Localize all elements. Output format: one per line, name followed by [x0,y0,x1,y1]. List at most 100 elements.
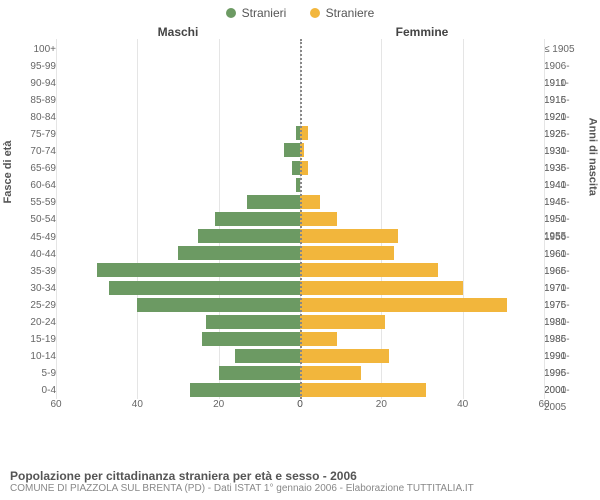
bar-female [300,246,394,260]
bar-row [300,73,544,90]
birth-label: 1961-1965 [544,246,590,263]
birth-label: 1986-1990 [544,331,590,348]
age-label: 90-94 [10,75,56,92]
birth-label: 1971-1975 [544,280,590,297]
bar-row [300,228,544,245]
legend-label-f: Straniere [326,6,375,20]
age-label: 45-49 [10,229,56,246]
x-tick: 0 [297,399,303,410]
footer-title: Popolazione per cittadinanza straniera p… [10,469,590,483]
bar-row [300,313,544,330]
bar-row [56,330,300,347]
x-tick: 60 [538,399,549,410]
bar-row [56,348,300,365]
x-axis-left: 6040200 [56,399,300,419]
bar-row [56,142,300,159]
bar-female [300,366,361,380]
bar-row [56,39,300,56]
bar-male [97,263,300,277]
birth-label: 1981-1985 [544,314,590,331]
bar-male [206,315,300,329]
age-label: 50-54 [10,211,56,228]
birth-label: 1951-1955 [544,211,590,228]
bar-row [300,90,544,107]
birth-label: 1926-1930 [544,126,590,143]
age-label: 5-9 [10,365,56,382]
age-label: 25-29 [10,297,56,314]
birth-label: 1931-1935 [544,143,590,160]
y-labels-age: 100+95-9990-9485-8980-8475-7970-7465-696… [10,39,56,419]
plot-left: 6040200 [56,39,300,419]
birth-label: 1956-1960 [544,229,590,246]
bar-row [300,125,544,142]
birth-label: 1966-1970 [544,263,590,280]
bar-row [56,125,300,142]
age-label: 40-44 [10,246,56,263]
birth-label: 1906-1910 [544,58,590,75]
birth-label: 1911-1915 [544,75,590,92]
bar-row [300,39,544,56]
bar-male [215,212,300,226]
birth-label: 1916-1920 [544,92,590,109]
plot-right: 0204060 [300,39,544,419]
x-tick: 40 [132,399,143,410]
bar-male [202,332,300,346]
bar-row [56,296,300,313]
footer-subtitle: COMUNE DI PIAZZOLA SUL BRENTA (PD) - Dat… [10,483,590,494]
bar-male [219,366,300,380]
bar-male [137,298,300,312]
bar-row [300,245,544,262]
legend-item-m: Stranieri [226,6,287,20]
bar-male [235,349,300,363]
bar-male [292,161,300,175]
x-tick: 20 [213,399,224,410]
y-axis-title-left: Fasce di età [2,141,14,204]
bar-female [300,332,337,346]
bar-row [300,382,544,399]
x-tick: 40 [457,399,468,410]
bar-female [300,281,463,295]
bar-male [284,143,300,157]
birth-label: 1976-1980 [544,297,590,314]
bar-row [300,159,544,176]
birth-label: 1936-1940 [544,160,590,177]
legend: Stranieri Straniere [10,6,590,21]
y-axis-title-right: Anni di nascita [586,118,598,196]
bar-female [300,315,385,329]
y-labels-birth: ≤ 19051906-19101911-19151916-19201921-19… [544,39,590,419]
bar-female [300,195,320,209]
legend-swatch-m [226,8,236,18]
bar-row [56,228,300,245]
bar-male [190,383,300,397]
column-title-right: Femmine [300,25,544,39]
bar-row [300,210,544,227]
age-label: 35-39 [10,263,56,280]
bar-female [300,212,337,226]
bar-row [56,56,300,73]
age-label: 95-99 [10,58,56,75]
age-label: 60-64 [10,177,56,194]
age-label: 70-74 [10,143,56,160]
age-label: 30-34 [10,280,56,297]
age-label: 100+ [10,41,56,58]
x-axis-right: 0204060 [300,399,544,419]
age-label: 0-4 [10,382,56,399]
bar-row [300,262,544,279]
bar-row [56,90,300,107]
bar-male [109,281,300,295]
bar-row [56,159,300,176]
bar-row [56,382,300,399]
center-divider [300,39,302,399]
chart-footer: Popolazione per cittadinanza straniera p… [10,469,590,494]
bar-female [300,229,398,243]
bar-row [56,245,300,262]
chart-area: Fasce di età Anni di nascita 100+95-9990… [10,39,590,419]
bar-row [300,176,544,193]
age-label: 10-14 [10,348,56,365]
birth-label: 2001-2005 [544,382,590,399]
age-label: 85-89 [10,92,56,109]
bar-female [300,383,426,397]
birth-label: 1941-1945 [544,177,590,194]
bar-row [300,108,544,125]
bar-row [300,330,544,347]
